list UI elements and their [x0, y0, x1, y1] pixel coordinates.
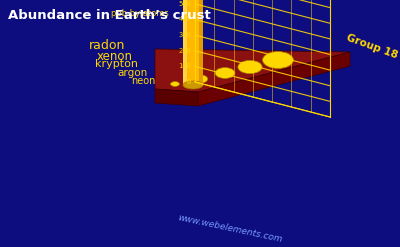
- Polygon shape: [183, 0, 203, 85]
- Text: 300: 300: [178, 32, 191, 38]
- Ellipse shape: [183, 81, 203, 89]
- Polygon shape: [183, 0, 187, 85]
- Text: krypton: krypton: [95, 59, 138, 69]
- Text: Abundance in Earth’s crust: Abundance in Earth’s crust: [8, 9, 211, 22]
- Polygon shape: [199, 0, 203, 85]
- Text: Group 18: Group 18: [345, 33, 399, 61]
- Text: www.webelements.com: www.webelements.com: [177, 213, 283, 245]
- Text: neon: neon: [131, 76, 155, 86]
- Polygon shape: [155, 49, 350, 92]
- Ellipse shape: [170, 82, 179, 86]
- Ellipse shape: [192, 75, 208, 83]
- Polygon shape: [155, 89, 198, 106]
- Text: xenon: xenon: [97, 49, 133, 62]
- Text: radon: radon: [89, 40, 125, 53]
- Text: ppb by atoms: ppb by atoms: [111, 9, 169, 18]
- Text: 200: 200: [178, 48, 191, 54]
- Text: 0: 0: [187, 79, 191, 85]
- Text: 100: 100: [178, 63, 191, 69]
- Text: 400: 400: [178, 17, 191, 22]
- Polygon shape: [198, 52, 350, 106]
- Ellipse shape: [263, 52, 293, 68]
- Text: argon: argon: [118, 68, 148, 78]
- Ellipse shape: [238, 61, 262, 74]
- Text: 500: 500: [178, 1, 191, 7]
- Ellipse shape: [215, 68, 235, 78]
